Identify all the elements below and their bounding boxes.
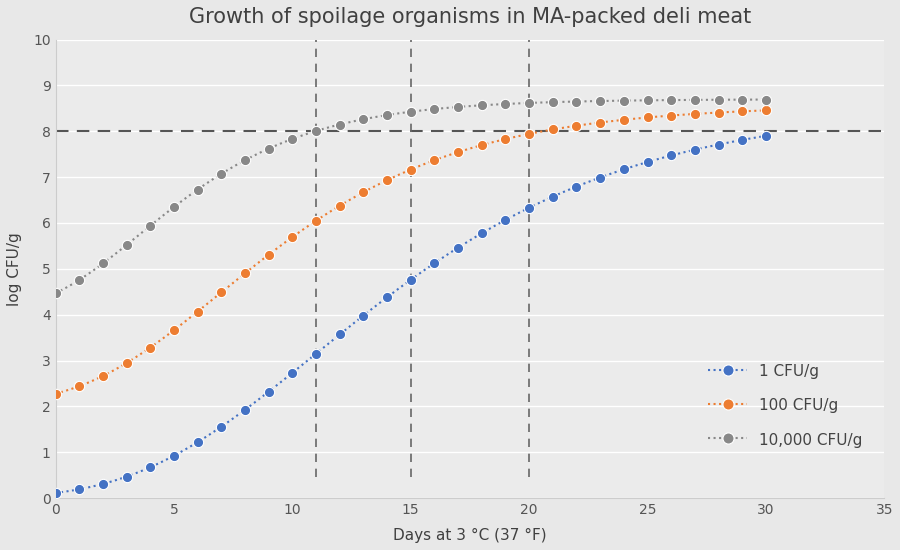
Point: [166, 202, 181, 211]
Point: [143, 221, 157, 230]
Point: [72, 382, 86, 390]
Point: [640, 158, 654, 167]
Point: [428, 156, 442, 164]
Point: [711, 95, 725, 104]
Point: [664, 96, 679, 104]
Point: [593, 97, 608, 106]
Point: [49, 488, 63, 497]
Point: [380, 293, 394, 302]
Point: [143, 463, 157, 472]
Point: [759, 95, 773, 104]
Point: [332, 201, 347, 210]
Point: [332, 330, 347, 339]
Point: [309, 349, 323, 358]
Point: [95, 480, 110, 488]
Point: [166, 452, 181, 460]
Point: [285, 233, 300, 241]
Point: [735, 95, 750, 104]
Title: Growth of spoilage organisms in MA-packed deli meat: Growth of spoilage organisms in MA-packe…: [189, 7, 751, 27]
Point: [403, 276, 418, 284]
Point: [570, 97, 584, 106]
Point: [356, 115, 371, 124]
Point: [499, 216, 513, 224]
Point: [545, 192, 560, 201]
Point: [474, 229, 489, 238]
Point: [570, 182, 584, 191]
Point: [72, 485, 86, 494]
Y-axis label: log CFU/g: log CFU/g: [7, 232, 22, 306]
Point: [428, 259, 442, 268]
Point: [95, 259, 110, 268]
Point: [380, 176, 394, 185]
Point: [403, 107, 418, 116]
Point: [545, 125, 560, 134]
Point: [262, 387, 276, 396]
Point: [522, 204, 536, 212]
Point: [451, 102, 465, 111]
Point: [451, 243, 465, 252]
Point: [120, 472, 134, 481]
Point: [570, 122, 584, 130]
Point: [711, 140, 725, 149]
Point: [428, 104, 442, 113]
Point: [356, 311, 371, 320]
Point: [640, 113, 654, 122]
Point: [593, 173, 608, 182]
Point: [238, 156, 252, 164]
Point: [616, 96, 631, 105]
Point: [309, 126, 323, 135]
Legend: 1 CFU/g, 100 CFU/g, 10,000 CFU/g: 1 CFU/g, 100 CFU/g, 10,000 CFU/g: [702, 357, 868, 454]
Point: [499, 135, 513, 144]
Point: [214, 422, 229, 431]
Point: [262, 144, 276, 153]
Point: [214, 288, 229, 297]
Point: [616, 165, 631, 174]
Point: [688, 109, 702, 118]
Point: [593, 118, 608, 127]
X-axis label: Days at 3 °C (37 °F): Days at 3 °C (37 °F): [393, 528, 546, 543]
Point: [735, 135, 750, 144]
Point: [191, 185, 205, 194]
Point: [356, 188, 371, 197]
Point: [332, 120, 347, 129]
Point: [522, 129, 536, 138]
Point: [759, 131, 773, 140]
Point: [95, 372, 110, 381]
Point: [166, 326, 181, 334]
Point: [262, 250, 276, 259]
Point: [120, 359, 134, 367]
Point: [474, 101, 489, 109]
Point: [664, 151, 679, 160]
Point: [285, 368, 300, 377]
Point: [191, 438, 205, 447]
Point: [759, 106, 773, 115]
Point: [711, 108, 725, 117]
Point: [49, 389, 63, 398]
Point: [49, 289, 63, 298]
Point: [238, 405, 252, 414]
Point: [545, 98, 560, 107]
Point: [120, 240, 134, 249]
Point: [688, 96, 702, 104]
Point: [735, 107, 750, 116]
Point: [191, 307, 205, 316]
Point: [499, 100, 513, 108]
Point: [238, 269, 252, 278]
Point: [214, 169, 229, 178]
Point: [451, 148, 465, 157]
Point: [143, 343, 157, 352]
Point: [72, 276, 86, 284]
Point: [285, 135, 300, 144]
Point: [380, 111, 394, 119]
Point: [474, 141, 489, 150]
Point: [640, 96, 654, 104]
Point: [309, 216, 323, 225]
Point: [403, 165, 418, 174]
Point: [616, 116, 631, 124]
Point: [664, 111, 679, 120]
Point: [522, 98, 536, 107]
Point: [688, 145, 702, 154]
